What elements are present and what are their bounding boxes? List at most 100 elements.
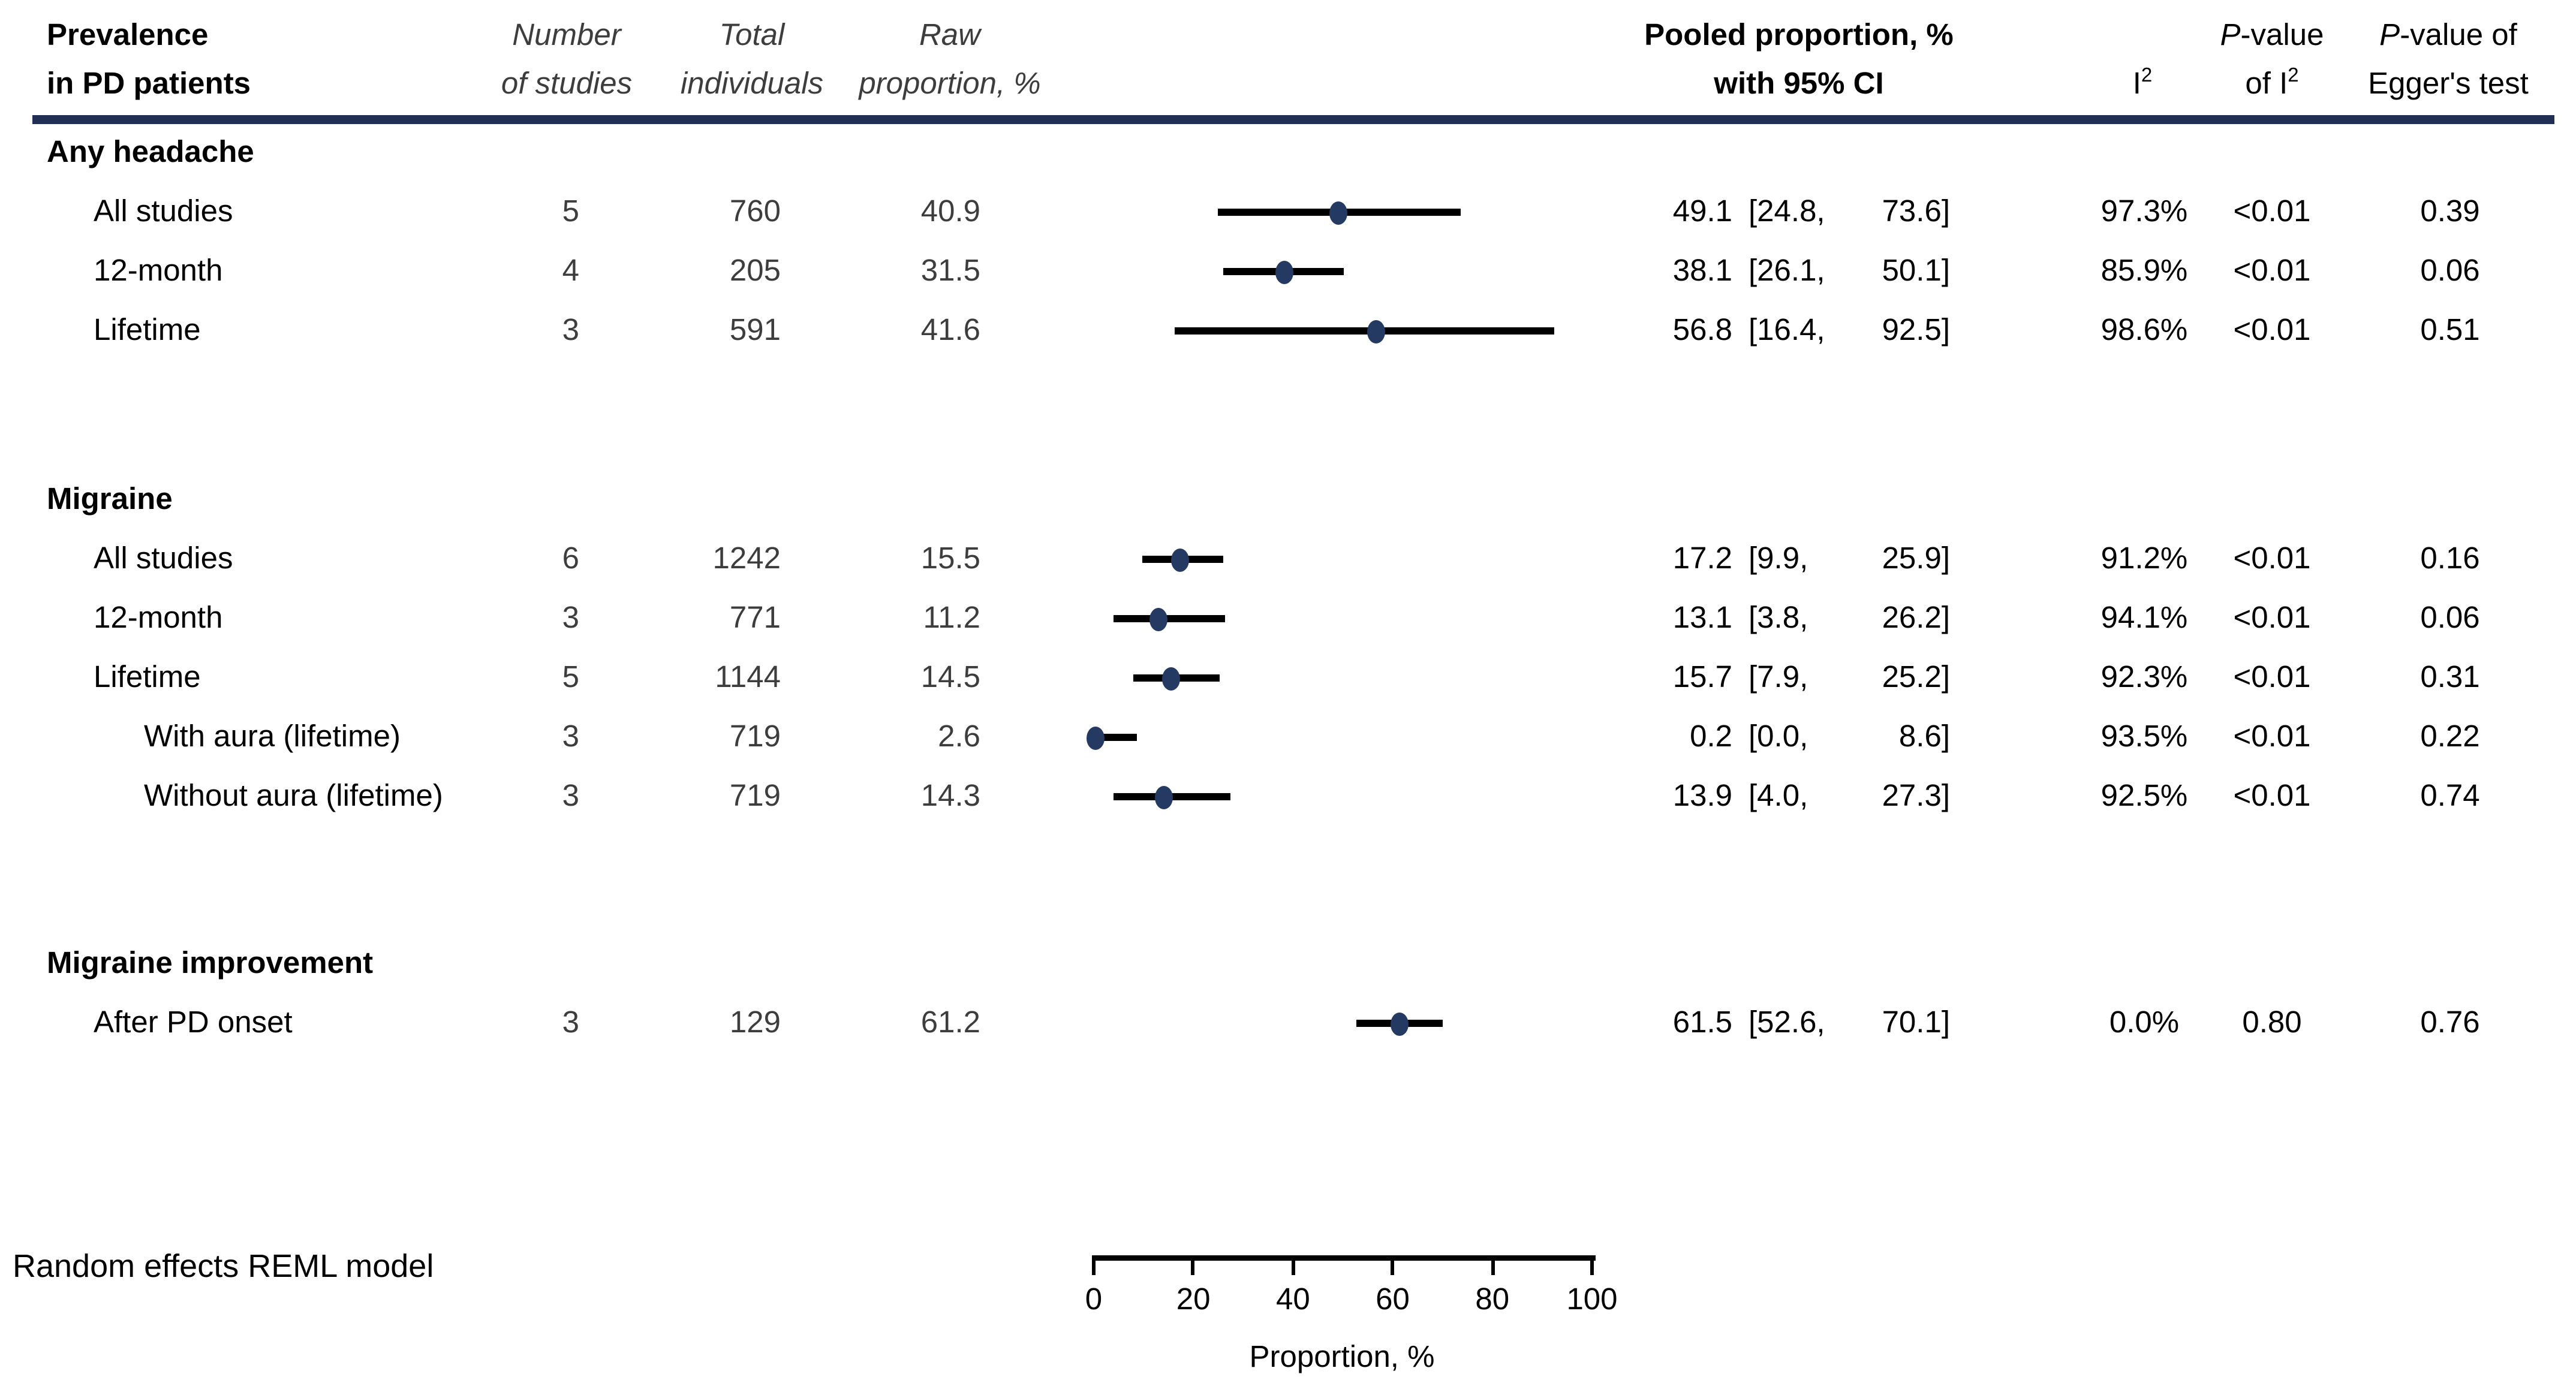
total-individuals-value: 760 — [729, 194, 781, 228]
pooled-header-line1: Pooled proportion, % — [1644, 18, 1954, 52]
x-axis-tick-label: 0 — [1085, 1282, 1103, 1316]
total-individuals-value: 1144 — [715, 660, 781, 694]
n-studies-header-line1: Number — [512, 18, 621, 52]
section-label: Any headache — [47, 135, 254, 169]
model-footnote: Random effects REML model — [13, 1248, 434, 1284]
p-i2-value: <0.01 — [2233, 719, 2311, 754]
x-axis-label: Proportion, % — [1249, 1340, 1435, 1374]
ci-text: [26.1, 50.1] — [1749, 250, 1950, 293]
ci-lo: [24.8, — [1749, 194, 1825, 228]
n-studies-value: 3 — [562, 601, 579, 635]
x-axis-tick — [1391, 1255, 1395, 1275]
n-studies-value: 3 — [562, 313, 579, 347]
ci-line — [1094, 734, 1137, 741]
ci-lo: [4.0, — [1749, 779, 1808, 813]
pooled-value: 56.8 — [1672, 313, 1732, 347]
i2-value: 94.1% — [2100, 601, 2188, 635]
n-studies-value: 5 — [562, 660, 579, 694]
n-studies-value: 3 — [562, 719, 579, 754]
x-axis-tick — [1590, 1255, 1594, 1275]
row-label: 12-month — [94, 601, 223, 635]
stub-header-line1: Prevalence — [47, 18, 209, 52]
point-marker — [1170, 547, 1188, 571]
ci-lo: [26.1, — [1749, 254, 1825, 288]
total-individuals-value: 771 — [729, 601, 781, 635]
row-label: Without aura (lifetime) — [144, 779, 443, 813]
ci-lo: [16.4, — [1749, 313, 1825, 347]
egger-value: 0.31 — [2420, 660, 2480, 694]
ci-line — [1175, 327, 1555, 335]
x-axis — [1092, 1255, 1596, 1261]
ci-hi: 92.5] — [1882, 313, 1950, 347]
pooled-value: 13.1 — [1672, 601, 1732, 635]
stub-header-line2: in PD patients — [47, 67, 251, 101]
ci-hi: 27.3] — [1882, 779, 1950, 813]
ci-text: [3.8, 26.2] — [1749, 597, 1950, 640]
egger-value: 0.06 — [2420, 254, 2480, 288]
i2-value: 93.5% — [2100, 719, 2188, 754]
n-studies-value: 5 — [562, 194, 579, 228]
ci-hi: 70.1] — [1882, 1005, 1950, 1039]
pooled-value: 0.2 — [1690, 719, 1732, 754]
point-marker — [1391, 1011, 1410, 1035]
row-label: Lifetime — [94, 660, 201, 694]
total-individuals-value: 719 — [729, 719, 781, 754]
x-axis-tick — [1092, 1255, 1096, 1275]
row-label: All studies — [94, 194, 233, 228]
total-individuals-value: 719 — [729, 779, 781, 813]
ci-hi: 25.9] — [1882, 541, 1950, 576]
ci-lo: [52.6, — [1749, 1005, 1825, 1039]
x-axis-tick-label: 80 — [1475, 1282, 1510, 1316]
egger-header-line2: Egger's test — [2368, 67, 2529, 101]
p-i2-value: 0.80 — [2242, 1005, 2302, 1039]
n-studies-value: 3 — [562, 1005, 579, 1039]
raw-proportion-value: 2.6 — [938, 719, 980, 754]
pooled-value: 38.1 — [1672, 254, 1732, 288]
ci-text: [24.8, 73.6] — [1749, 191, 1950, 234]
raw-proportion-value: 11.2 — [923, 601, 980, 635]
i2-value: 92.3% — [2100, 660, 2188, 694]
raw-proportion-value: 14.5 — [920, 660, 980, 694]
total-individuals-value: 129 — [729, 1005, 781, 1039]
point-marker — [1154, 785, 1172, 809]
row-label: 12-month — [94, 254, 223, 288]
pooled-value: 61.5 — [1672, 1005, 1732, 1039]
ci-text: [52.6, 70.1] — [1749, 1002, 1950, 1045]
ci-lo: [3.8, — [1749, 601, 1808, 635]
i2-header: I2 — [2132, 65, 2153, 101]
ci-text: [16.4, 92.5] — [1749, 309, 1950, 352]
n-studies-value: 4 — [562, 254, 579, 288]
egger-value: 0.39 — [2420, 194, 2480, 228]
p-i2-value: <0.01 — [2233, 601, 2311, 635]
ci-hi: 50.1] — [1882, 254, 1950, 288]
ci-hi: 73.6] — [1882, 194, 1950, 228]
point-marker — [1163, 666, 1181, 690]
ci-lo: [7.9, — [1749, 660, 1808, 694]
raw-header-line2: proportion, % — [859, 67, 1041, 101]
ci-hi: 26.2] — [1882, 601, 1950, 635]
raw-proportion-value: 14.3 — [920, 779, 980, 813]
total-header-line2: individuals — [680, 67, 824, 101]
x-axis-tick — [1490, 1255, 1494, 1275]
pooled-header-line2: with 95% CI — [1714, 67, 1884, 101]
point-marker — [1367, 319, 1386, 343]
ci-text: [7.9, 25.2] — [1749, 656, 1950, 700]
p-value-i2-header-line1: P-value — [2220, 18, 2324, 52]
i2-value: 85.9% — [2100, 254, 2188, 288]
section-label: Migraine — [47, 482, 173, 516]
total-individuals-value: 1242 — [712, 541, 781, 576]
i2-value: 0.0% — [2109, 1005, 2180, 1039]
i2-value: 97.3% — [2100, 194, 2188, 228]
row-label: After PD onset — [94, 1005, 293, 1039]
raw-proportion-value: 31.5 — [920, 254, 980, 288]
i2-value: 92.5% — [2100, 779, 2188, 813]
egger-value: 0.51 — [2420, 313, 2480, 347]
raw-proportion-value: 15.5 — [920, 541, 980, 576]
egger-header-line1: P-value of — [2379, 18, 2517, 52]
total-individuals-value: 591 — [729, 313, 781, 347]
pooled-value: 15.7 — [1672, 660, 1732, 694]
ci-hi: 8.6] — [1898, 719, 1950, 754]
ci-text: [4.0, 27.3] — [1749, 775, 1950, 818]
raw-proportion-value: 40.9 — [920, 194, 980, 228]
